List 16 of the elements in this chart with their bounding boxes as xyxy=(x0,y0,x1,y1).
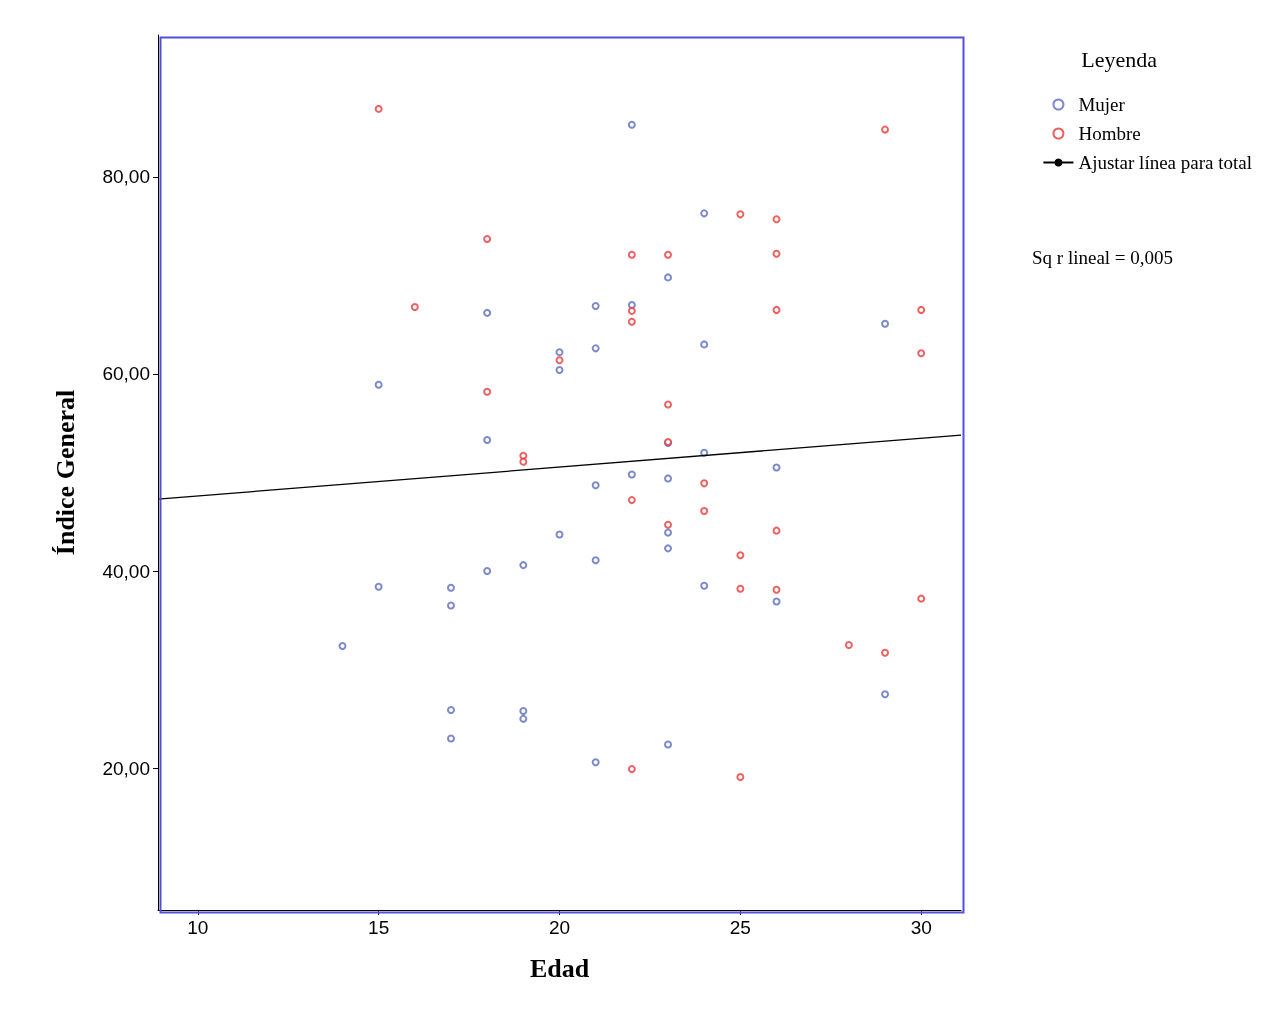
legend-label: Mujer xyxy=(1078,94,1126,115)
y-tick-label: 60,00 xyxy=(102,363,150,385)
x-tick-label: 20 xyxy=(548,917,571,938)
x-tick-label: 10 xyxy=(187,917,209,938)
x-axis-title: Edad xyxy=(529,953,590,983)
legend-title: Leyenda xyxy=(1081,46,1158,72)
y-tick-label: 40,00 xyxy=(102,560,150,582)
legend-label: Ajustar línea para total xyxy=(1078,152,1253,173)
y-tick-label: 80,00 xyxy=(102,166,150,188)
legend-label: Hombre xyxy=(1078,123,1141,144)
y-tick-label: 20,00 xyxy=(102,757,150,779)
x-tick-label: 15 xyxy=(368,917,390,938)
text: Sq r lineal = 0,005 xyxy=(1032,247,1174,268)
x-tick-label: 30 xyxy=(910,917,932,938)
y-axis-title: Índice General xyxy=(50,389,80,556)
x-tick-label: 25 xyxy=(729,917,751,938)
